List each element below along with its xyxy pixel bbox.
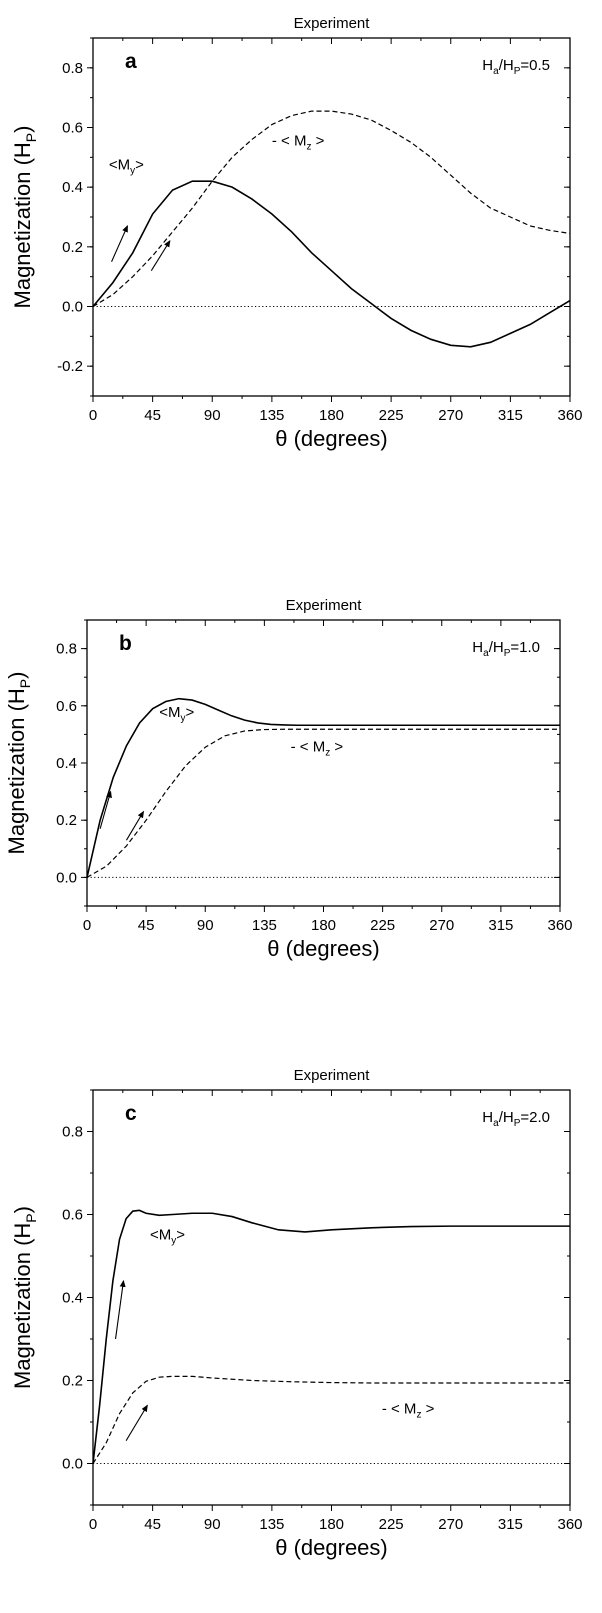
x-axis-title: θ (degrees) bbox=[275, 426, 388, 451]
series-line-my bbox=[92, 180, 571, 348]
x-tick-label: 0 bbox=[83, 917, 91, 934]
x-tick-label: 270 bbox=[438, 1516, 463, 1533]
panel-letter: c bbox=[125, 1102, 137, 1125]
y-tick-label: 0.0 bbox=[56, 869, 77, 886]
x-tick-label: 360 bbox=[547, 917, 572, 934]
x-tick-label: 135 bbox=[259, 1516, 284, 1533]
y-tick-label: 0.2 bbox=[56, 812, 77, 829]
y-tick-label: 0.0 bbox=[62, 299, 83, 316]
x-tick-label: 135 bbox=[259, 407, 284, 424]
direction-arrow bbox=[114, 1279, 126, 1340]
x-axis-title: θ (degrees) bbox=[267, 936, 380, 961]
y-tick-label: 0.2 bbox=[62, 239, 83, 256]
direction-arrow bbox=[111, 225, 128, 262]
y-tick-label: 0.6 bbox=[56, 698, 77, 715]
x-tick-label: 180 bbox=[319, 1516, 344, 1533]
series-label-my: <My> bbox=[109, 156, 144, 176]
x-tick-label: 0 bbox=[89, 1516, 97, 1533]
x-tick-label: 225 bbox=[370, 917, 395, 934]
x-tick-label: 45 bbox=[144, 407, 161, 424]
x-tick-label: 90 bbox=[204, 1516, 221, 1533]
series-label-my: <My> bbox=[159, 704, 194, 724]
series-label-my: <My> bbox=[150, 1226, 185, 1246]
chart-title: Experiment bbox=[294, 1067, 371, 1084]
x-tick-label: 315 bbox=[488, 917, 513, 934]
x-tick-label: 0 bbox=[89, 407, 97, 424]
x-tick-label: 135 bbox=[252, 917, 277, 934]
plot-frame bbox=[92, 1089, 571, 1506]
y-tick-label: 0.2 bbox=[62, 1373, 83, 1390]
chart-panel-a: Experiment 0 45 90 135 180 225 270 315 360 -0.2 0.0… bbox=[10, 15, 583, 451]
x-tick-label: 360 bbox=[557, 1516, 582, 1533]
y-tick-label: 0.4 bbox=[62, 179, 83, 196]
x-tick-label: 90 bbox=[197, 917, 214, 934]
direction-arrow bbox=[99, 790, 112, 829]
x-tick-label: 180 bbox=[319, 407, 344, 424]
series-line-my bbox=[86, 697, 560, 878]
chart-title: Experiment bbox=[294, 15, 371, 32]
y-tick-label: 0.8 bbox=[62, 1124, 83, 1141]
chart-title: Experiment bbox=[286, 597, 363, 614]
x-tick-label: 45 bbox=[138, 917, 155, 934]
y-tick-label: 0.8 bbox=[62, 60, 83, 77]
series-line-mz bbox=[92, 1375, 570, 1464]
y-tick-label: 0.4 bbox=[62, 1290, 83, 1307]
panel-letter: b bbox=[119, 632, 132, 655]
series-line-mz bbox=[92, 110, 571, 308]
y-axis-title: Magnetization (HP) bbox=[10, 1206, 39, 1389]
x-axis-title: θ (degrees) bbox=[275, 1535, 388, 1560]
plot-frame bbox=[92, 37, 571, 397]
direction-arrow bbox=[125, 1404, 148, 1441]
x-tick-label: 360 bbox=[557, 407, 582, 424]
y-axis-title: Magnetization (HP) bbox=[4, 672, 33, 855]
chart-panel-c: Experiment 0 45 90 135 180 225 270 315 360 0.0 0.2 0… bbox=[10, 1067, 583, 1560]
x-tick-label: 315 bbox=[498, 407, 523, 424]
direction-arrow bbox=[150, 240, 171, 271]
series-label-mz: - < Mz > bbox=[382, 1401, 435, 1421]
y-tick-label: 0.0 bbox=[62, 1456, 83, 1473]
series-line-mz bbox=[86, 728, 560, 878]
x-tick-label: 225 bbox=[379, 407, 404, 424]
x-tick-label: 45 bbox=[144, 1516, 161, 1533]
y-tick-label: 0.6 bbox=[62, 120, 83, 137]
series-label-mz: - < Mz > bbox=[291, 739, 344, 759]
panel-letter: a bbox=[125, 50, 137, 73]
x-tick-label: 315 bbox=[498, 1516, 523, 1533]
field-ratio-label: Ha/HP=2.0 bbox=[482, 1109, 550, 1129]
chart-panel-b: Experiment 0 45 90 135 180 225 270 315 360 0.0 0.2 0… bbox=[4, 597, 573, 961]
y-tick-label: 0.8 bbox=[56, 641, 77, 658]
x-tick-label: 180 bbox=[311, 917, 336, 934]
field-ratio-label: Ha/HP=0.5 bbox=[482, 57, 550, 77]
direction-arrow bbox=[125, 810, 145, 841]
y-tick-label: 0.4 bbox=[56, 755, 77, 772]
plot-frame bbox=[86, 619, 561, 907]
y-tick-label: -0.2 bbox=[57, 358, 83, 375]
field-ratio-label: Ha/HP=1.0 bbox=[472, 639, 540, 659]
x-tick-label: 270 bbox=[429, 917, 454, 934]
series-label-mz: - < Mz > bbox=[272, 132, 325, 152]
y-axis-title: Magnetization (HP) bbox=[10, 126, 39, 309]
x-tick-label: 90 bbox=[204, 407, 221, 424]
series-line-my bbox=[92, 1209, 570, 1464]
x-tick-label: 270 bbox=[438, 407, 463, 424]
y-tick-label: 0.6 bbox=[62, 1207, 83, 1224]
x-tick-label: 225 bbox=[379, 1516, 404, 1533]
